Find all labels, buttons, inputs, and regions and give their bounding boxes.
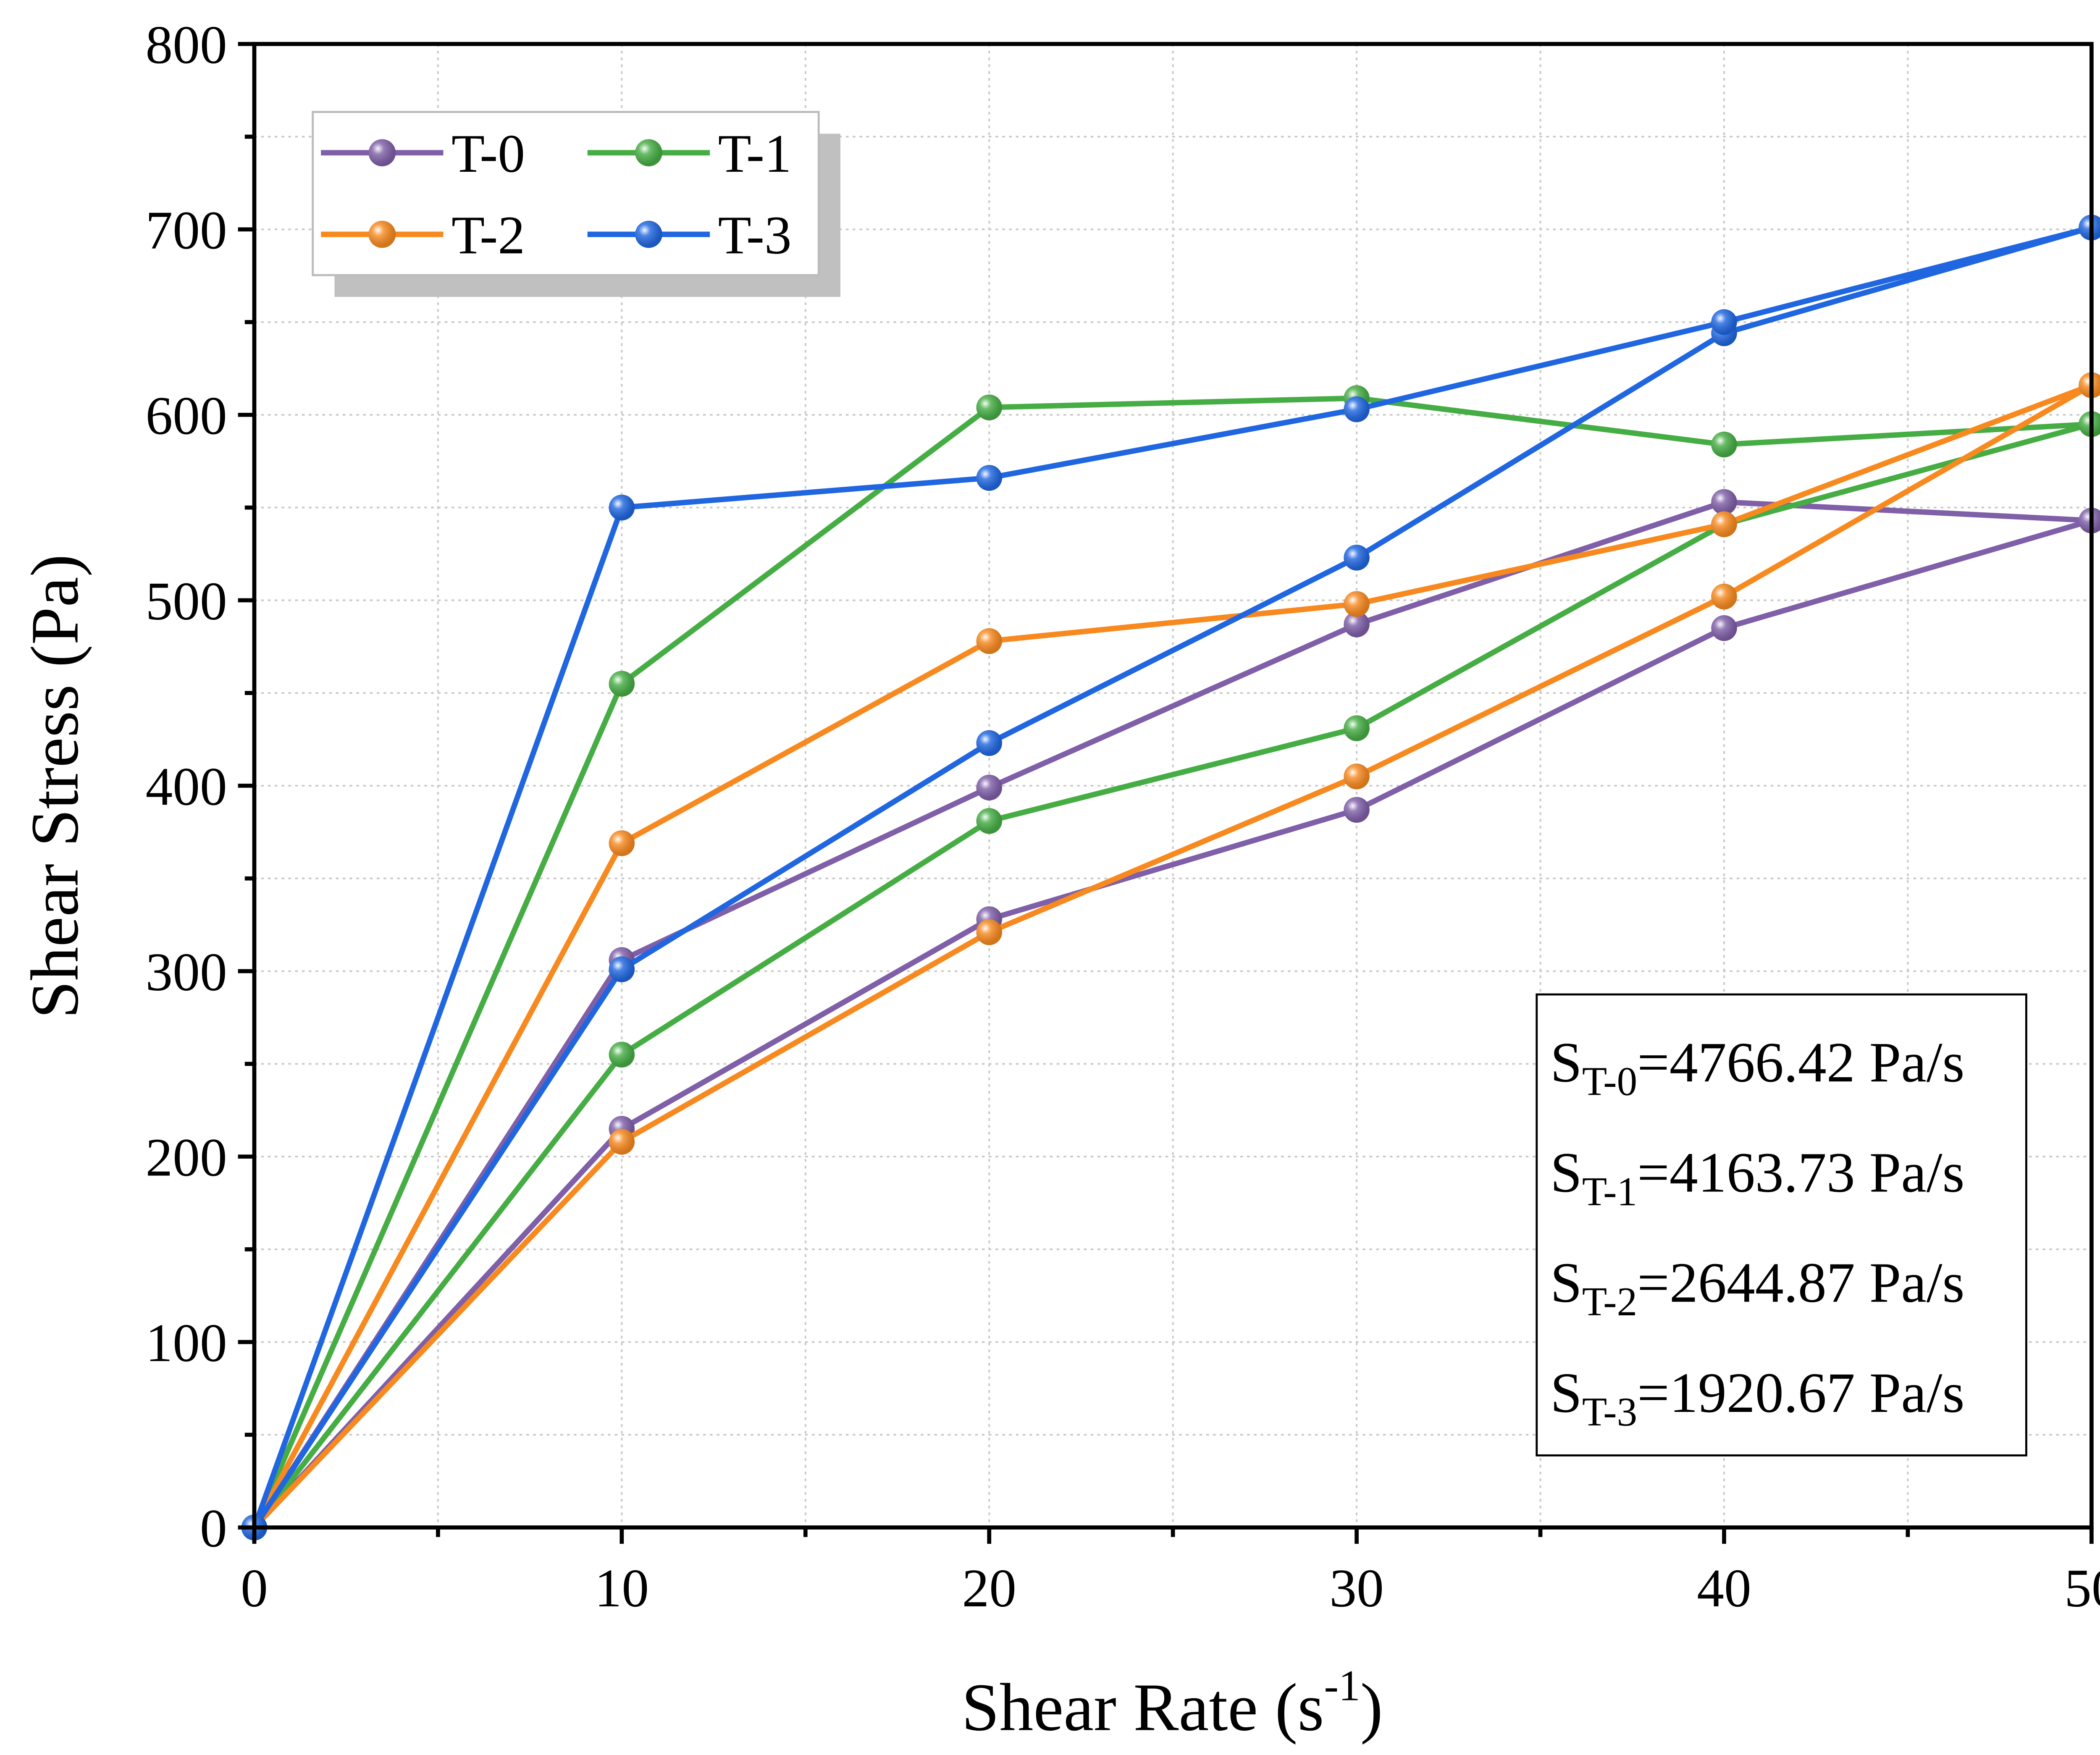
annotation-frame (1536, 993, 2027, 1457)
legend-label: T-0 (452, 124, 525, 184)
y-tick-label: 700 (145, 201, 227, 261)
legend-item-t-2: T-2 (321, 205, 525, 265)
data-point-highlight (1344, 396, 1370, 422)
data-point-highlight (976, 394, 1002, 420)
legend-marker-highlight (368, 220, 396, 248)
data-point-highlight (609, 1041, 635, 1068)
data-point-highlight (1344, 797, 1370, 823)
slope-annotation: ST-1=4163.73 Pa/s (1550, 1141, 1964, 1214)
legend-box (312, 111, 820, 276)
data-point-highlight (1344, 763, 1370, 790)
data-point-highlight (609, 830, 635, 856)
legend-label: T-3 (718, 205, 792, 265)
y-axis-label: Shear Stress (Pa) (18, 554, 93, 1019)
legend-marker-highlight (368, 139, 396, 167)
slope-annotation: ST-0=4766.42 Pa/s (1550, 1031, 1964, 1104)
axis-ticks (238, 42, 2094, 1544)
data-point-highlight (976, 808, 1002, 834)
data-point-highlight (609, 671, 635, 697)
data-point-highlight (976, 465, 1002, 491)
legend: T-0 T-1 T-2 T-3 (312, 111, 841, 297)
data-point-highlight (609, 1128, 635, 1155)
legend-item-t-1: T-1 (587, 124, 792, 184)
legend-label: T-2 (452, 205, 525, 265)
x-tick-label: 50 (2064, 1558, 2100, 1619)
y-tick-label: 200 (145, 1128, 227, 1188)
x-tick-label: 0 (241, 1558, 268, 1619)
data-point-highlight (976, 919, 1002, 945)
y-tick-label: 0 (200, 1499, 227, 1559)
x-tick-label: 40 (1697, 1558, 1751, 1619)
data-point-highlight (1344, 591, 1370, 617)
data-point-highlight (2079, 372, 2100, 398)
data-point-highlight (1344, 545, 1370, 571)
data-point-highlight (2079, 215, 2100, 241)
x-tick-label: 20 (962, 1558, 1016, 1619)
data-point-highlight (609, 956, 635, 982)
data-point-highlight (1711, 309, 1737, 335)
data-point-highlight (976, 730, 1002, 756)
legend-marker-highlight (635, 220, 662, 248)
y-tick-label: 400 (145, 757, 227, 817)
data-point-highlight (1711, 583, 1737, 610)
y-tick-label: 100 (145, 1313, 227, 1373)
slope-annotation-box: ST-0=4766.42 Pa/s ST-1=4163.73 Pa/s ST-2=2… (1536, 993, 2027, 1457)
data-point-highlight (1344, 715, 1370, 741)
y-tick-label: 800 (145, 15, 227, 75)
y-tick-label: 600 (145, 386, 227, 446)
x-axis-label: Shear Rate (s-1) (961, 1662, 1383, 1745)
data-point-highlight (1344, 611, 1370, 637)
data-point-highlight (1711, 615, 1737, 641)
legend-item-t-0: T-0 (321, 124, 525, 184)
legend-label: T-1 (718, 124, 792, 184)
slope-annotation: ST-2=2644.87 Pa/s (1550, 1251, 1964, 1325)
data-point-highlight (976, 628, 1002, 654)
data-point-highlight (1711, 511, 1737, 538)
data-point-highlight (2079, 411, 2100, 437)
data-point-highlight (1711, 489, 1737, 515)
data-point-highlight (1711, 431, 1737, 458)
y-tick-label: 300 (145, 942, 227, 1002)
legend-marker-highlight (635, 139, 662, 167)
data-point-highlight (609, 494, 635, 521)
legend-item-t-3: T-3 (587, 205, 792, 265)
data-point-highlight (2079, 507, 2100, 534)
x-tick-label: 10 (595, 1558, 649, 1619)
data-point-highlight (976, 774, 1002, 801)
slope-annotation: ST-3=1920.67 Pa/s (1550, 1362, 1964, 1435)
tick-labels: 010203040500100200300400500600700800 (145, 15, 2100, 1619)
x-tick-label: 30 (1329, 1558, 1384, 1619)
y-tick-label: 500 (145, 572, 227, 632)
